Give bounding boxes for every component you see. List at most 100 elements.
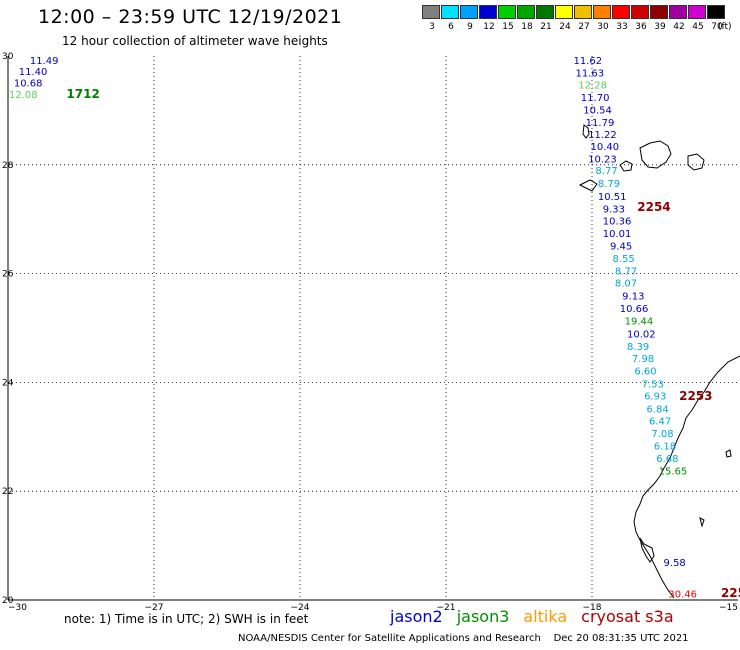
pass-time-label: 1712 [66, 87, 99, 101]
wave-height-label: 8.39 [627, 342, 649, 353]
wave-height-label: 10.36 [603, 216, 632, 227]
small-island-b [699, 517, 705, 528]
wave-height-label: 10.51 [598, 192, 627, 203]
wave-height-label: 9.45 [610, 241, 632, 252]
lon-tick-label: −24 [291, 603, 310, 613]
wave-height-label: 8.55 [612, 254, 634, 265]
wave-height-label: 6.68 [656, 454, 678, 465]
wave-height-label: 6.60 [634, 366, 656, 377]
wave-height-label: 6.93 [644, 391, 666, 402]
wave-height-label: 10.23 [588, 154, 617, 165]
wave-height-label: 10.54 [583, 105, 612, 116]
wave-height-label: 10.66 [620, 304, 649, 315]
scale-swatch [612, 5, 630, 19]
scale-label: 30 [597, 22, 609, 32]
lat-tick-label: 20 [2, 596, 14, 606]
cap-blanc-peninsula [639, 537, 655, 563]
footer-credit: NOAA/NESDIS Center for Satellite Applica… [238, 633, 689, 644]
wave-height-label: 8.77 [595, 166, 617, 177]
scale-label: 6 [448, 22, 454, 32]
canary-island-gomera [619, 160, 633, 172]
lat-tick-label: 24 [2, 378, 14, 388]
lon-tick-label: −15 [719, 603, 738, 613]
lat-tick-label: 28 [2, 161, 14, 171]
wave-height-label: 7.98 [632, 354, 654, 365]
scale-label: 45 [692, 22, 704, 32]
pass-time-label: 2254 [637, 200, 670, 214]
wave-height-label: 7.53 [642, 379, 664, 390]
wave-height-label: 15.65 [659, 467, 688, 478]
pass-time-label: 225 [721, 586, 740, 600]
scale-unit: (ft) [718, 22, 732, 32]
canary-island-tenerife [639, 140, 672, 169]
wave-height-label: 11.62 [574, 56, 603, 67]
scale-swatch [536, 5, 554, 19]
lon-tick-label: −30 [8, 603, 27, 613]
wave-height-label: 8.79 [598, 179, 620, 190]
satellite-legend: jason2 jason3 altika cryosat s3a [390, 607, 688, 626]
wave-height-label: 10.01 [603, 229, 632, 240]
scale-swatch [422, 5, 440, 19]
canary-island-gran-canaria [687, 153, 705, 171]
legend-jason3: jason3 [456, 607, 510, 626]
scale-label: 33 [616, 22, 628, 32]
canary-island-la-palma [582, 124, 590, 139]
wave-height-label: 10.02 [627, 329, 656, 340]
canary-island-hierro [578, 179, 598, 192]
map-title: 12:00 – 23:59 UTC 12/19/2021 [38, 6, 343, 28]
lat-tick-label: 26 [2, 270, 14, 280]
wave-height-label: 11.70 [581, 93, 610, 104]
scale-swatch [517, 5, 535, 19]
african-coastline [633, 355, 740, 599]
wave-height-label: 12.28 [578, 80, 607, 91]
scale-swatch [669, 5, 687, 19]
lat-tick-label: 22 [2, 487, 13, 497]
lon-tick-label: −18 [583, 603, 602, 613]
scale-label: 36 [635, 22, 647, 32]
pass-time-labels: 1712 2254 2253 225 [66, 87, 740, 600]
wave-height-label: 6.84 [647, 405, 669, 416]
wave-height-label: 11.40 [19, 67, 48, 78]
scale-swatch [631, 5, 649, 19]
scale-label: 21 [540, 22, 552, 32]
small-island-a [725, 449, 732, 458]
legend-jason2: jason2 [390, 607, 443, 626]
pass-time-label: 2253 [679, 389, 712, 403]
scale-swatch [555, 5, 573, 19]
scale-label: 42 [673, 22, 685, 32]
lat-tick-label: 30 [2, 52, 14, 62]
scale-swatch [707, 5, 725, 19]
wave-height-label: 7.08 [651, 429, 673, 440]
scale-label: 24 [559, 22, 571, 32]
scale-swatch [441, 5, 459, 19]
wave-height-label: 11.79 [586, 118, 615, 129]
wave-height-label: 9.13 [622, 291, 644, 302]
wave-height-label: 6.18 [654, 442, 676, 453]
wave-height-label: 12.08 [9, 90, 38, 101]
wave-height-label: 19.44 [625, 316, 654, 327]
legend-cryosat-s3a: cryosat s3a [581, 607, 674, 626]
wave-height-label: 10.68 [14, 79, 43, 90]
legend-altika: altika [523, 607, 568, 626]
coastline [578, 124, 740, 599]
note-text: note: 1) Time is in UTC; 2) SWH is in fe… [64, 612, 309, 626]
lat-lon-grid [7, 56, 738, 601]
lon-tick-label: −21 [437, 603, 456, 613]
scale-swatch [498, 5, 516, 19]
wave-height-label: 11.63 [575, 68, 604, 79]
wave-height-label: 8.07 [615, 278, 637, 289]
wave-height-label: 11.49 [30, 56, 59, 67]
wave-height-label: 9.33 [603, 204, 625, 215]
scale-label: 27 [578, 22, 590, 32]
scale-label: 12 [483, 22, 495, 32]
scale-label: 3 [429, 22, 435, 32]
wave-height-label: 11.22 [588, 130, 617, 141]
wave-height-label: 30.46 [668, 589, 697, 600]
scale-swatch [650, 5, 668, 19]
map-subtitle: 12 hour collection of altimeter wave hei… [62, 34, 328, 48]
scale-label: 9 [467, 22, 473, 32]
scale-label: 15 [502, 22, 514, 32]
scale-swatch [460, 5, 478, 19]
scale-label: 18 [521, 22, 533, 32]
